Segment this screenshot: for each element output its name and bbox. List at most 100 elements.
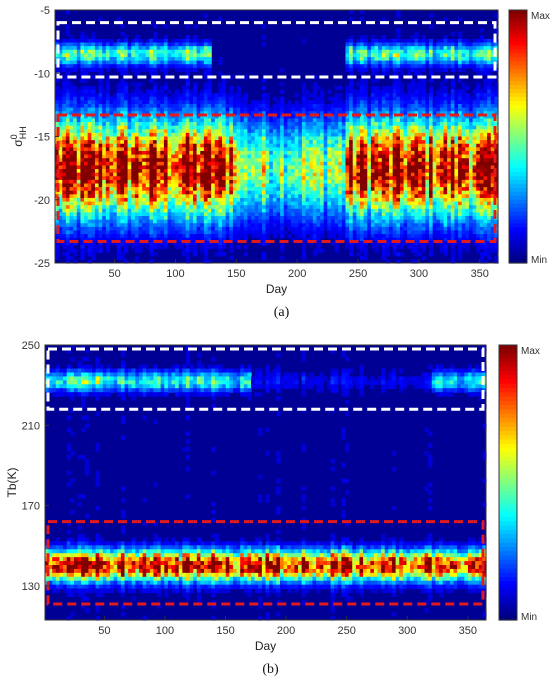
heatmap-cell [334,165,339,170]
heatmap-cell [174,136,180,141]
heatmap-cell [84,158,89,163]
heatmap-cell [196,125,201,130]
heatmap-cell [73,38,78,44]
heatmap-cell [407,143,412,148]
heatmap-cell [410,223,416,228]
heatmap-cell [134,129,140,134]
heatmap-cell [345,42,350,47]
heatmap-cell [84,248,89,253]
heatmap-cell [87,172,92,177]
heatmap-cell [142,212,147,217]
heatmap-cell [374,42,379,47]
heatmap-cell [91,93,96,98]
heatmap-cell [396,129,401,134]
heatmap-cell [309,158,314,163]
heatmap-cell [87,223,92,228]
heatmap-cell [305,183,310,188]
heatmap-cell [207,96,212,101]
heatmap-cell [243,100,249,105]
heatmap-cell [156,212,161,217]
heatmap-cell [309,190,314,195]
heatmap-cell [149,56,154,62]
heatmap-cell [280,103,285,109]
heatmap-cell [261,150,267,156]
heatmap-cell [167,64,172,69]
heatmap-cell [153,85,158,91]
heatmap-cell [98,53,103,58]
heatmap-cell [80,78,85,83]
heatmap-cell [189,244,194,250]
heatmap-cell [287,176,292,181]
heatmap-cell [243,212,249,217]
heatmap-cell [410,122,416,127]
heatmap-cell [399,201,405,206]
heatmap-cell [261,111,267,116]
heatmap-cell [410,96,416,101]
heatmap-cell [149,259,154,264]
heatmap-cell [91,201,96,206]
heatmap-cell [349,96,354,101]
heatmap-cell [301,100,307,105]
heatmap-cell [109,172,114,177]
heatmap-cell [113,223,118,228]
heatmap-cell [149,234,154,239]
heatmap-cell [131,176,136,181]
heatmap-cell [145,197,151,203]
heatmap-cell [370,154,376,159]
heatmap-cell [225,187,230,192]
heatmap-cell [113,125,118,130]
heatmap-cell [142,230,147,235]
heatmap-cell [207,129,212,134]
heatmap-cell [298,165,303,170]
heatmap-cell [407,208,412,213]
heatmap-cell [182,201,187,206]
heatmap-cell [363,35,368,40]
heatmap-cell [171,150,176,156]
heatmap-cell [69,53,74,58]
heatmap-cell [116,103,121,109]
heatmap-cell [407,140,412,145]
heatmap-cell [352,100,357,105]
heatmap-cell [105,158,111,163]
heatmap-cell [258,154,263,159]
heatmap-cell [316,114,321,120]
heatmap-cell [116,165,121,170]
heatmap-cell [127,219,132,224]
heatmap-cell [149,42,154,47]
heatmap-cell [291,187,296,192]
heatmap-cell [62,190,67,195]
heatmap-cell [94,226,100,232]
heatmap-cell [316,194,321,199]
heatmap-cell [385,147,390,152]
heatmap-cell [142,132,147,138]
heatmap-cell [341,136,347,141]
heatmap-cell [131,201,136,206]
heatmap-cell [301,212,307,217]
heatmap-cell [280,179,285,185]
heatmap-cell [254,118,259,123]
heatmap-cell [374,190,379,195]
heatmap-cell [283,212,288,217]
heatmap-cell [254,201,259,206]
heatmap-cell [123,125,129,130]
heatmap-cell [84,140,89,145]
heatmap-cell [91,176,96,181]
heatmap-cell [341,219,347,224]
heatmap-cell [360,187,365,192]
heatmap-cell [385,154,390,159]
heatmap-cell [410,35,416,40]
heatmap-cell [153,143,158,148]
heatmap-cell [203,114,209,120]
heatmap-cell [261,252,267,257]
heatmap-cell [312,82,318,87]
heatmap-cell [381,212,387,217]
heatmap-cell [160,223,165,228]
heatmap-cell [102,100,107,105]
heatmap-cell [261,143,267,148]
heatmap-cell [62,169,67,174]
heatmap-cell [370,150,376,156]
heatmap-cell [80,67,85,73]
heatmap-cell [381,132,387,138]
heatmap-cell [131,226,136,232]
heatmap-cell [316,103,321,109]
